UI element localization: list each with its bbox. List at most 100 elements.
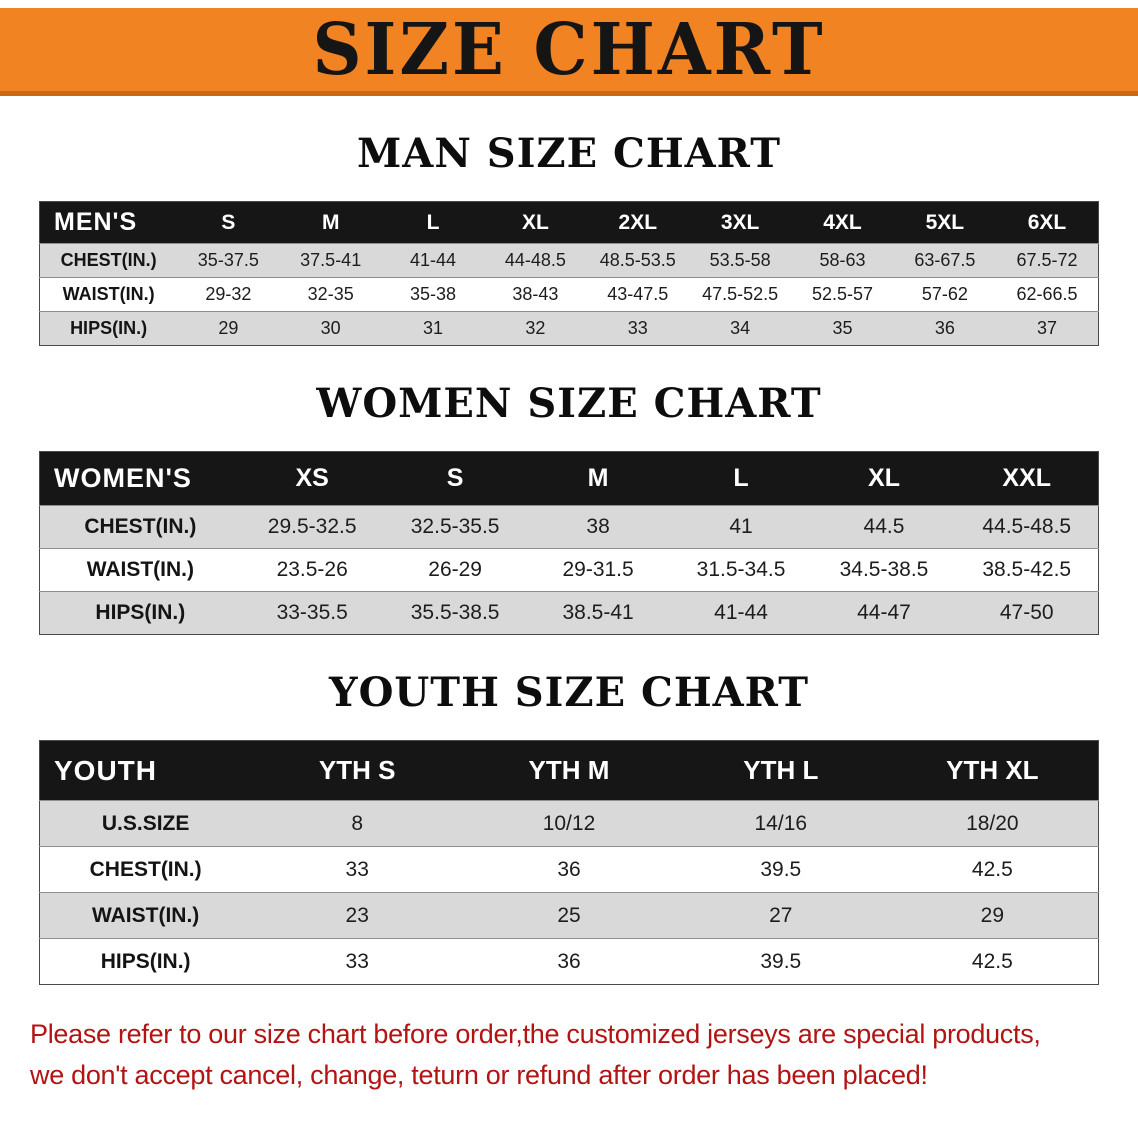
size-value: 23	[345, 903, 369, 927]
size-column-header: L	[381, 201, 485, 244]
size-value: 25	[557, 903, 581, 927]
size-value: 36	[934, 318, 955, 338]
table-row: HIPS(IN.) 33-35.5 35.5-38.5 38.5-41 41-44 44-…	[39, 591, 1099, 635]
size-value: 34.5-38.5	[839, 558, 929, 581]
size-value: 44.5-48.5	[982, 515, 1072, 538]
size-value: 35.5-38.5	[410, 601, 500, 624]
size-value: 67.5-72	[1016, 250, 1078, 270]
size-value: 53.5-58	[709, 250, 771, 270]
size-value: 37	[1037, 318, 1058, 338]
size-value: 39.5	[760, 949, 802, 973]
size-chart-banner: SIZE CHART	[0, 8, 1138, 96]
size-column-header: 4XL	[791, 201, 894, 244]
size-value: 41-44	[714, 601, 768, 624]
size-value: 48.5-53.5	[599, 250, 676, 270]
size-column-header: YTH S	[251, 740, 464, 801]
size-value: 33-35.5	[276, 601, 348, 624]
size-column-header: YTH L	[674, 740, 887, 801]
men-size-table: MEN'S S M L XL 2XL 3XL 4XL 5XL 6XL CHEST(IN.) 35-37…	[39, 201, 1099, 346]
size-column-header: XL	[484, 201, 587, 244]
table-row: CHEST(IN.) 35-37.5 37.5-41 41-44 44-48.5 48.5…	[39, 243, 1099, 278]
size-value: 32	[525, 318, 546, 338]
size-value: 29-32	[205, 284, 252, 304]
table-row: WAIST(IN.) 23 25 27 29	[39, 892, 1099, 939]
size-value: 57-62	[921, 284, 968, 304]
size-value: 36	[557, 857, 581, 881]
size-column-header: S	[383, 451, 527, 506]
row-label: U.S.SIZE	[101, 811, 190, 835]
row-label: WAIST(IN.)	[62, 284, 155, 304]
banner-title: SIZE CHART	[312, 7, 826, 92]
size-column-header: M	[279, 201, 382, 244]
women-size-section: WOMEN SIZE CHART WOMEN'S XS S M L XL XXL CHEST(…	[0, 380, 1138, 635]
size-value: 18/20	[966, 811, 1019, 835]
size-value: 8	[351, 811, 364, 835]
size-value: 33	[345, 949, 369, 973]
table-row: WAIST(IN.) 23.5-26 26-29 29-31.5 31.5-34.5 34…	[39, 548, 1099, 592]
size-value: 35-38	[410, 284, 457, 304]
table-header-row: WOMEN'S XS S M L XL XXL	[39, 451, 1099, 506]
table-corner-label: WOMEN'S	[39, 451, 241, 506]
size-column-header: XS	[240, 451, 384, 506]
table-row: CHEST(IN.) 33 36 39.5 42.5	[39, 846, 1099, 893]
table-row: WAIST(IN.) 29-32 32-35 35-38 38-43 43-47.5 47.…	[39, 277, 1099, 312]
size-column-header: YTH XL	[886, 740, 1099, 801]
size-value: 31.5-34.5	[696, 558, 786, 581]
youth-section-heading: YOUTH SIZE CHART	[329, 669, 809, 716]
table-row: HIPS(IN.) 29 30 31 32 33 34 35 36 37	[39, 311, 1099, 346]
size-value: 63-67.5	[914, 250, 976, 270]
size-value: 44-47	[857, 601, 911, 624]
size-value: 38	[586, 515, 610, 538]
row-label: CHEST(IN.)	[60, 250, 157, 270]
men-section-heading: MAN SIZE CHART	[357, 130, 781, 177]
size-value: 29	[980, 903, 1005, 927]
size-value: 36	[557, 949, 581, 973]
size-value: 14/16	[754, 811, 808, 835]
size-value: 41-44	[410, 250, 457, 270]
size-value: 52.5-57	[811, 284, 874, 304]
table-header-row: YOUTH YTH S YTH M YTH L YTH XL	[39, 740, 1099, 801]
size-value: 34	[730, 318, 751, 338]
size-value: 41	[729, 515, 753, 538]
table-header-row: MEN'S S M L XL 2XL 3XL 4XL 5XL 6XL	[39, 201, 1099, 244]
size-column-header: 5XL	[893, 201, 997, 244]
size-value: 27	[769, 903, 793, 927]
row-label: WAIST(IN.)	[91, 903, 200, 927]
size-value: 35	[832, 318, 853, 338]
size-value: 47.5-52.5	[702, 284, 779, 304]
size-value: 33	[345, 857, 369, 881]
table-corner-label: MEN'S	[39, 201, 178, 244]
row-label: WAIST(IN.)	[86, 558, 195, 581]
size-value: 31	[423, 318, 444, 338]
size-value: 42.5	[971, 857, 1013, 881]
table-row: HIPS(IN.) 33 36 39.5 42.5	[39, 938, 1099, 985]
men-size-section: MAN SIZE CHART MEN'S S M L XL 2XL 3XL 4XL 5XL 6XL…	[0, 130, 1138, 346]
size-value: 47-50	[999, 601, 1054, 624]
size-column-header: 2XL	[586, 201, 689, 244]
size-value: 58-63	[819, 250, 866, 270]
row-label: HIPS(IN.)	[100, 949, 191, 973]
size-column-header: XXL	[955, 451, 1099, 506]
size-column-header: XL	[812, 451, 956, 506]
youth-size-section: YOUTH SIZE CHART YOUTH YTH S YTH M YTH L YTH…	[0, 669, 1138, 985]
size-value: 29.5-32.5	[267, 515, 357, 538]
row-label: HIPS(IN.)	[70, 318, 148, 338]
footer-note-line-2: we don't accept cancel, change, teturn o…	[30, 1060, 928, 1091]
size-column-header: 6XL	[996, 201, 1099, 244]
women-size-table: WOMEN'S XS S M L XL XXL CHEST(IN.) 29.5-32.5 32.5…	[39, 451, 1099, 635]
size-value: 26-29	[428, 558, 482, 581]
size-value: 38.5-42.5	[982, 558, 1072, 581]
footer-note: Please refer to our size chart before or…	[30, 1015, 1114, 1095]
size-column-header: 3XL	[688, 201, 792, 244]
size-value: 35-37.5	[197, 250, 259, 270]
size-column-header: L	[669, 451, 813, 506]
size-value: 33	[627, 318, 648, 338]
size-value: 44-48.5	[504, 250, 566, 270]
size-column-header: YTH M	[463, 740, 675, 801]
footer-note-line-1: Please refer to our size chart before or…	[30, 1019, 1041, 1049]
size-column-header: M	[526, 451, 670, 506]
row-label: HIPS(IN.)	[95, 601, 186, 624]
row-label: CHEST(IN.)	[89, 857, 202, 881]
size-value: 39.5	[760, 857, 802, 881]
size-value: 38.5-41	[562, 601, 634, 624]
